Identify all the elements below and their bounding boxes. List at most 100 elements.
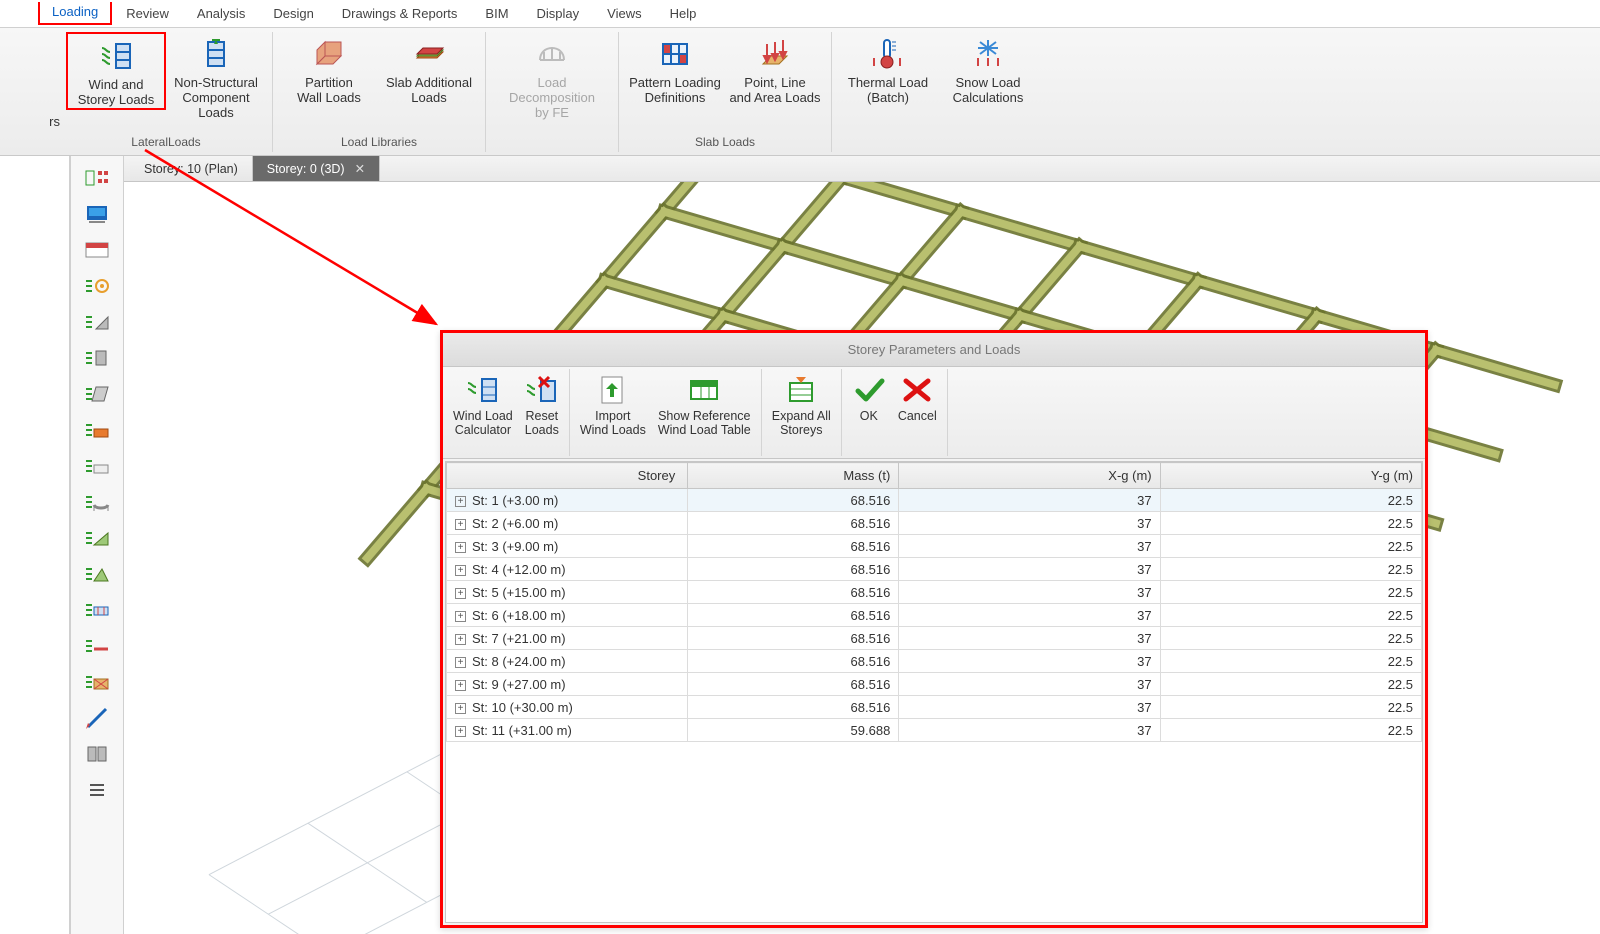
sidebar-tool-5[interactable] xyxy=(77,308,117,338)
tool-icon xyxy=(84,527,110,552)
tool-icon xyxy=(84,311,110,336)
view-tab[interactable]: Storey: 10 (Plan) xyxy=(130,156,253,181)
non-structural-component-loads-button[interactable]: Non-StructuralComponent Loads xyxy=(166,32,266,121)
sidebar-tool-17[interactable] xyxy=(77,740,117,770)
left-gutter xyxy=(0,156,70,934)
menu-views[interactable]: Views xyxy=(593,2,655,25)
sidebar-tool-10[interactable] xyxy=(77,488,117,518)
point-line-area-button[interactable]: Point, Lineand Area Loads xyxy=(725,32,825,106)
wind-storey-loads-button[interactable]: Wind andStorey Loads xyxy=(66,32,166,110)
tool-icon xyxy=(84,599,110,624)
sidebar-tool-18[interactable] xyxy=(77,776,117,806)
expand-icon[interactable]: + xyxy=(455,542,466,553)
cancel-icon xyxy=(900,375,934,405)
expand-icon[interactable]: + xyxy=(455,703,466,714)
dialog-title: Storey Parameters and Loads xyxy=(443,333,1425,367)
view-tabs: Storey: 10 (Plan)Storey: 0 (3D)✕ xyxy=(124,156,1600,182)
table-row[interactable]: +St: 5 (+15.00 m)68.5163722.5 xyxy=(447,581,1422,604)
sidebar-tool-4[interactable] xyxy=(77,272,117,302)
cancel-button[interactable]: Cancel xyxy=(892,373,943,423)
table-row[interactable]: +St: 2 (+6.00 m)68.5163722.5 xyxy=(447,512,1422,535)
col-header[interactable]: Y-g (m) xyxy=(1160,463,1421,489)
col-header[interactable]: Mass (t) xyxy=(688,463,899,489)
sidebar-tool-14[interactable] xyxy=(77,632,117,662)
reset-loads-icon xyxy=(525,375,559,405)
tool-icon xyxy=(84,779,110,804)
load-decomposition-icon xyxy=(534,36,570,72)
expand-icon[interactable]: + xyxy=(455,588,466,599)
sidebar-tool-2[interactable] xyxy=(77,200,117,230)
tool-icon xyxy=(84,419,110,444)
wind-load-calculator-button[interactable]: Wind LoadCalculator xyxy=(447,373,519,438)
expand-icon[interactable]: + xyxy=(455,519,466,530)
menu-display[interactable]: Display xyxy=(523,2,594,25)
storey-table[interactable]: StoreyMass (t)X-g (m)Y-g (m)+St: 1 (+3.0… xyxy=(445,461,1423,923)
sidebar-tool-9[interactable] xyxy=(77,452,117,482)
load-decomposition-button: Load Decompositionby FE xyxy=(492,32,612,121)
slab-additional-loads-button[interactable]: Slab AdditionalLoads xyxy=(379,32,479,106)
menu-drawings-reports[interactable]: Drawings & Reports xyxy=(328,2,472,25)
tool-icon xyxy=(84,635,110,660)
point-line-area-icon xyxy=(757,36,793,72)
menu-design[interactable]: Design xyxy=(259,2,327,25)
reset-loads-button[interactable]: ResetLoads xyxy=(519,373,565,438)
sidebar-tool-12[interactable] xyxy=(77,560,117,590)
partition-wall-loads-button[interactable]: PartitionWall Loads xyxy=(279,32,379,106)
expand-all-storeys-button[interactable]: Expand AllStoreys xyxy=(766,373,837,438)
expand-icon[interactable]: + xyxy=(455,680,466,691)
expand-icon[interactable]: + xyxy=(455,657,466,668)
expand-icon[interactable]: + xyxy=(455,634,466,645)
table-row[interactable]: +St: 4 (+12.00 m)68.5163722.5 xyxy=(447,558,1422,581)
tool-icon xyxy=(84,491,110,516)
pattern-loading-button[interactable]: Pattern LoadingDefinitions xyxy=(625,32,725,106)
table-row[interactable]: +St: 10 (+30.00 m)68.5163722.5 xyxy=(447,696,1422,719)
table-row[interactable]: +St: 1 (+3.00 m)68.5163722.5 xyxy=(447,489,1422,512)
sidebar-tool-1[interactable] xyxy=(77,164,117,194)
table-row[interactable]: +St: 6 (+18.00 m)68.5163722.5 xyxy=(447,604,1422,627)
storey-parameters-dialog: Storey Parameters and Loads Wind LoadCal… xyxy=(440,330,1428,928)
tool-icon xyxy=(84,707,110,732)
ribbon: rs Wind andStorey LoadsNon-StructuralCom… xyxy=(0,28,1600,156)
expand-icon[interactable]: + xyxy=(455,611,466,622)
table-row[interactable]: +St: 9 (+27.00 m)68.5163722.5 xyxy=(447,673,1422,696)
expand-icon[interactable]: + xyxy=(455,726,466,737)
ribbon-group-label: Load Libraries xyxy=(341,135,417,152)
ribbon-leftcut-label: rs xyxy=(30,32,60,155)
expand-icon[interactable]: + xyxy=(455,565,466,576)
table-row[interactable]: +St: 7 (+21.00 m)68.5163722.5 xyxy=(447,627,1422,650)
close-icon[interactable]: ✕ xyxy=(355,161,365,176)
table-row[interactable]: +St: 11 (+31.00 m)59.6883722.5 xyxy=(447,719,1422,742)
col-header[interactable]: Storey xyxy=(447,463,688,489)
sidebar-tool-15[interactable] xyxy=(77,668,117,698)
sidebar-tool-8[interactable] xyxy=(77,416,117,446)
menu-help[interactable]: Help xyxy=(656,2,711,25)
import-wind-loads-icon xyxy=(596,375,630,405)
table-row[interactable]: +St: 3 (+9.00 m)68.5163722.5 xyxy=(447,535,1422,558)
tool-icon xyxy=(84,455,110,480)
sidebar-tool-13[interactable] xyxy=(77,596,117,626)
expand-all-storeys-icon xyxy=(784,375,818,405)
view-tab[interactable]: Storey: 0 (3D)✕ xyxy=(253,156,380,181)
sidebar-tool-11[interactable] xyxy=(77,524,117,554)
expand-icon[interactable]: + xyxy=(455,496,466,507)
sidebar-tool-16[interactable] xyxy=(77,704,117,734)
ok-button[interactable]: OK xyxy=(846,373,892,423)
tool-icon xyxy=(84,563,110,588)
col-header[interactable]: X-g (m) xyxy=(899,463,1160,489)
menu-bim[interactable]: BIM xyxy=(471,2,522,25)
tool-icon xyxy=(84,275,110,300)
menu-review[interactable]: Review xyxy=(112,2,183,25)
tool-icon xyxy=(84,671,110,696)
ribbon-group-label: LateralLoads xyxy=(131,135,200,152)
menu-loading[interactable]: Loading xyxy=(38,2,112,25)
import-wind-loads-button[interactable]: ImportWind Loads xyxy=(574,373,652,438)
snow-load-button[interactable]: Snow LoadCalculations xyxy=(938,32,1038,106)
sidebar-tool-6[interactable] xyxy=(77,344,117,374)
show-ref-wind-table-button[interactable]: Show ReferenceWind Load Table xyxy=(652,373,757,438)
tool-icon xyxy=(84,383,110,408)
sidebar-tool-7[interactable] xyxy=(77,380,117,410)
sidebar-tool-3[interactable] xyxy=(77,236,117,266)
thermal-load-button[interactable]: Thermal Load(Batch) xyxy=(838,32,938,106)
table-row[interactable]: +St: 8 (+24.00 m)68.5163722.5 xyxy=(447,650,1422,673)
menu-analysis[interactable]: Analysis xyxy=(183,2,259,25)
